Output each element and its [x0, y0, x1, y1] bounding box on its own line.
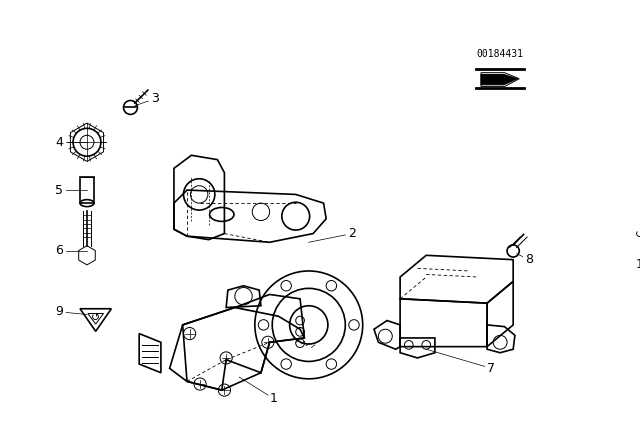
- Text: 9: 9: [55, 306, 63, 319]
- Text: ↺: ↺: [91, 313, 100, 323]
- Bar: [80, 177, 94, 203]
- Polygon shape: [481, 73, 519, 86]
- Text: 10: 10: [636, 258, 640, 271]
- Text: 00184431: 00184431: [477, 48, 524, 59]
- Text: 6: 6: [55, 245, 63, 258]
- Text: ↺: ↺: [635, 230, 640, 240]
- Text: 2: 2: [348, 227, 356, 240]
- Text: 5: 5: [55, 184, 63, 197]
- Text: 8: 8: [525, 253, 533, 266]
- Polygon shape: [481, 74, 518, 85]
- Text: 3: 3: [151, 92, 159, 105]
- Text: 4: 4: [55, 136, 63, 149]
- Text: 1: 1: [270, 392, 278, 405]
- Text: 7: 7: [488, 362, 495, 375]
